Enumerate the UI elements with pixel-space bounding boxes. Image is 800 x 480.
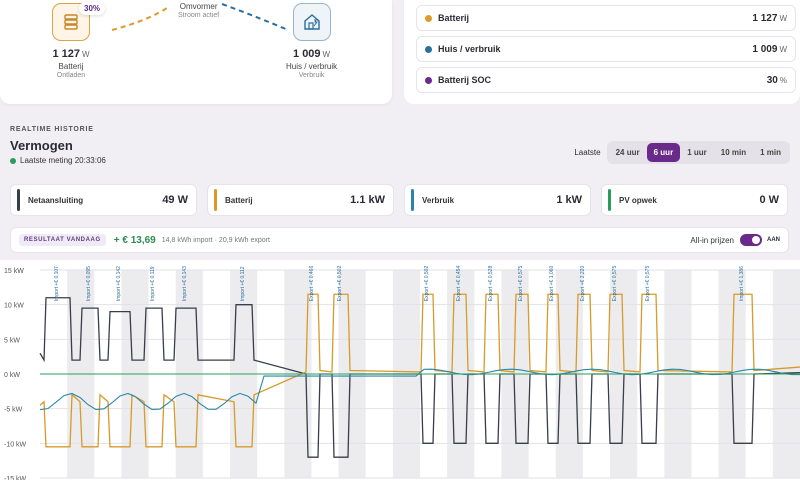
last-measurement-text: Laatste meting 20:33:06 — [20, 156, 106, 165]
battery-icon — [64, 14, 78, 30]
house-value: 1 009 W — [293, 48, 331, 60]
result-amount: + € 13,69 — [113, 234, 156, 246]
price-annotation: Import +€ 0,142 — [116, 266, 122, 301]
result-today-bar: RESULTAAT VANDAAG + € 13,69 14,8 kWh imp… — [10, 227, 789, 253]
summary-value: 1 127 W — [752, 12, 787, 24]
metric-value: 1 kW — [556, 194, 582, 206]
battery-node[interactable]: 30% 1 127 W Batterij Ontladen — [52, 2, 106, 79]
price-annotation: Export +€ 0,528 — [488, 266, 494, 302]
metric-color-bar — [17, 189, 20, 211]
battery-value: 1 127 W — [52, 48, 90, 60]
y-tick-label: -15 kW — [4, 476, 27, 480]
battery-status: Ontladen — [56, 72, 86, 79]
metric-label: Batterij — [225, 195, 253, 205]
summary-value: 1 009 W — [752, 43, 787, 55]
summary-dot — [425, 76, 432, 84]
range-tab[interactable]: 1 uur — [687, 148, 707, 157]
price-annotation: Import +€ 0,119 — [150, 266, 156, 301]
price-annotation: Import +€ 0,112 — [240, 266, 246, 301]
summary-dot — [425, 14, 432, 22]
metric-batterij[interactable]: Batterij 1.1 kW — [207, 184, 394, 216]
summary-label: Batterij — [438, 13, 470, 23]
metric-value: 0 W — [759, 194, 779, 206]
metric-verbruik[interactable]: Verbruik 1 kW — [404, 184, 591, 216]
summary-list-card: Batterij 1 127 W Huis / verbruik 1 009 W B… — [404, 0, 800, 104]
y-tick-label: 10 kW — [4, 303, 24, 310]
page-title: Vermogen — [10, 138, 73, 153]
all-in-toggle[interactable] — [740, 234, 762, 246]
summary-label: Batterij SOC — [438, 75, 492, 85]
metric-label: Verbruik — [422, 195, 455, 205]
power-chart[interactable]: 15 kW 10 kW 5 kW 0 kW -5 kW -10 kW -15 kW Impor… — [0, 260, 800, 480]
house-label: Huis / verbruik — [286, 62, 338, 71]
y-tick-label: 15 kW — [4, 268, 24, 275]
house-status: Verbruik — [298, 72, 325, 79]
range-label: Laatste — [574, 148, 601, 157]
price-annotation: Export +€ 0,575 — [518, 266, 524, 302]
summary-row-house[interactable]: Huis / verbruik 1 009 W — [416, 36, 796, 62]
y-tick-label: 0 kW — [4, 372, 20, 379]
y-tick-label: -5 kW — [4, 407, 23, 414]
price-annotation: Export +€ 2,220 — [580, 266, 586, 302]
live-status-dot — [10, 157, 16, 164]
price-annotation: Import +€ 1,386 — [739, 266, 745, 301]
summary-row-battery[interactable]: Batterij 1 127 W — [416, 5, 796, 31]
metric-netaansluiting[interactable]: Netaansluiting 49 W — [10, 184, 197, 216]
range-tabs: 24 uur 6 uur 1 uur 10 min 1 min — [606, 141, 790, 164]
result-detail: 14,8 kWh import · 20,9 kWh export — [161, 236, 270, 244]
metric-label: Netaansluiting — [28, 195, 84, 205]
house-icon-box — [292, 3, 331, 41]
price-annotation: Export +€ 0,502 — [337, 266, 343, 302]
range-tab[interactable]: 10 min — [720, 148, 747, 157]
energy-flow-card: 30% 1 127 W Batterij Ontladen Omvormer St… — [0, 0, 392, 104]
range-tab[interactable]: 1 min — [760, 148, 781, 157]
house-node[interactable]: 1 009 W Huis / verbruik Verbruik — [286, 3, 337, 79]
summary-row-soc[interactable]: Batterij SOC 30% — [416, 67, 796, 93]
metric-pv-opwek[interactable]: PV opwek 0 W — [601, 184, 788, 216]
result-badge: RESULTAAT VANDAAG — [19, 234, 106, 246]
metric-color-bar — [608, 189, 611, 211]
price-annotation: Export +€ 1,060 — [549, 266, 555, 302]
summary-dot — [425, 45, 432, 53]
metric-color-bar — [214, 189, 217, 211]
all-in-toggle-label: All-in prijzen — [690, 235, 734, 245]
metric-label: PV opwek — [619, 195, 657, 205]
metric-value: 1.1 kW — [350, 194, 385, 206]
toggle-knob — [752, 236, 760, 244]
battery-label: Batterij — [58, 62, 84, 71]
series-line-batterij — [39, 293, 800, 448]
flow-lines — [111, 3, 289, 31]
price-annotation: Export +€ 0,466 — [309, 266, 315, 302]
price-annotation: Export +€ 0,575 — [645, 266, 651, 302]
metric-value: 49 W — [162, 194, 188, 206]
power-chart-svg[interactable]: 15 kW 10 kW 5 kW 0 kW -5 kW -10 kW -15 kW Impor… — [0, 260, 800, 480]
price-annotation: Export +€ 0,575 — [612, 266, 618, 302]
house-icon — [303, 14, 320, 30]
inverter-node: Omvormer Stroom actief — [178, 2, 219, 19]
summary-label: Huis / verbruik — [438, 44, 501, 54]
range-tab[interactable]: 6 uur — [646, 143, 681, 162]
range-tab[interactable]: 24 uur — [615, 148, 640, 157]
inverter-status: Stroom actief — [178, 12, 220, 19]
price-annotation: Import +€ 0,107 — [54, 266, 60, 301]
last-measurement: Laatste meting 20:33:06 — [10, 156, 106, 165]
inverter-label: Omvormer — [179, 2, 218, 11]
toggle-state: AAN — [767, 237, 780, 243]
price-annotation: Export +€ 0,502 — [424, 266, 430, 302]
battery-soc-badge: 30% — [79, 2, 106, 15]
y-tick-label: 5 kW — [4, 337, 20, 344]
battery-icon-box: 30% — [52, 2, 106, 41]
summary-value: 30% — [766, 74, 787, 86]
section-label: REALTIME HISTORIE — [10, 126, 94, 133]
price-annotation: Export +€ 0,454 — [456, 266, 462, 302]
price-annotation: Import +€ 0,143 — [182, 266, 188, 301]
series-line-netaansluiting — [39, 297, 800, 458]
price-annotation: Import +€ 0,095 — [86, 266, 92, 301]
y-tick-label: -10 kW — [4, 441, 27, 448]
metric-color-bar — [411, 189, 414, 211]
range-selector: Laatste 24 uur 6 uur 1 uur 10 min 1 min — [574, 141, 790, 164]
series-line-verbruik — [39, 368, 800, 411]
